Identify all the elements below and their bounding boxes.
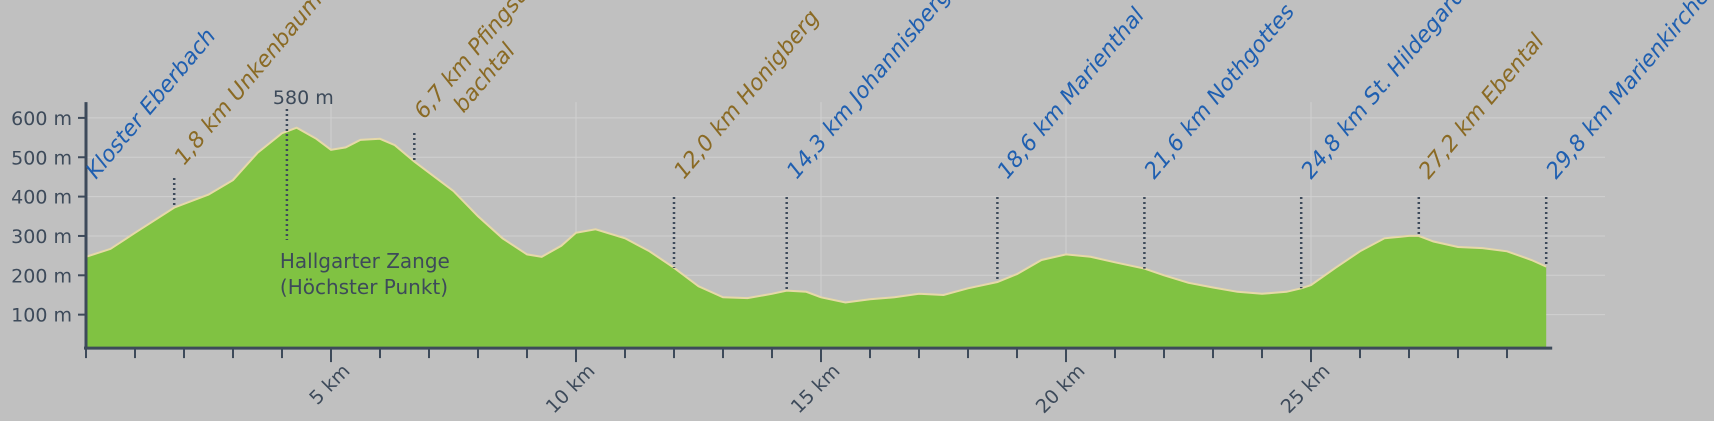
x-tick-label: 10 km (542, 360, 600, 418)
waypoint-label: Kloster Eberbach (81, 24, 221, 184)
waypoint-label-line: Kloster Eberbach (81, 24, 221, 184)
x-tick-label: 15 km (787, 360, 845, 418)
x-tick-label: 25 km (1277, 360, 1335, 418)
y-tick-label: 300 m (11, 226, 72, 248)
elevation-area (86, 127, 1547, 349)
x-tick-label: 5 km (305, 360, 354, 409)
y-tick-label: 200 m (11, 265, 72, 287)
waypoint-label: 29,8 km Marienkirche (1542, 0, 1714, 184)
y-tick-label: 600 m (11, 108, 72, 130)
y-tick-label: 100 m (11, 305, 72, 327)
waypoint-label: 21,6 km Nothgottes (1140, 0, 1300, 184)
peak-annotation: (Höchster Punkt) (280, 275, 448, 299)
waypoint-label: 27,2 km Ebental (1414, 29, 1549, 184)
x-tick-label: 20 km (1032, 360, 1090, 418)
y-tick-label: 400 m (11, 187, 72, 209)
elevation-line (85, 126, 1547, 304)
waypoint-label-line: 27,2 km Ebental (1414, 29, 1549, 184)
peak-annotation: Hallgarter Zange (280, 249, 450, 273)
waypoint-label: 6,7 km Pfingst-bachtal (410, 0, 556, 141)
waypoint-label-line: 29,8 km Marienkirche (1542, 0, 1714, 184)
waypoint-label-line: 21,6 km Nothgottes (1140, 0, 1300, 184)
peak-value-label: 580 m (273, 87, 334, 109)
y-tick-label: 500 m (11, 147, 72, 169)
